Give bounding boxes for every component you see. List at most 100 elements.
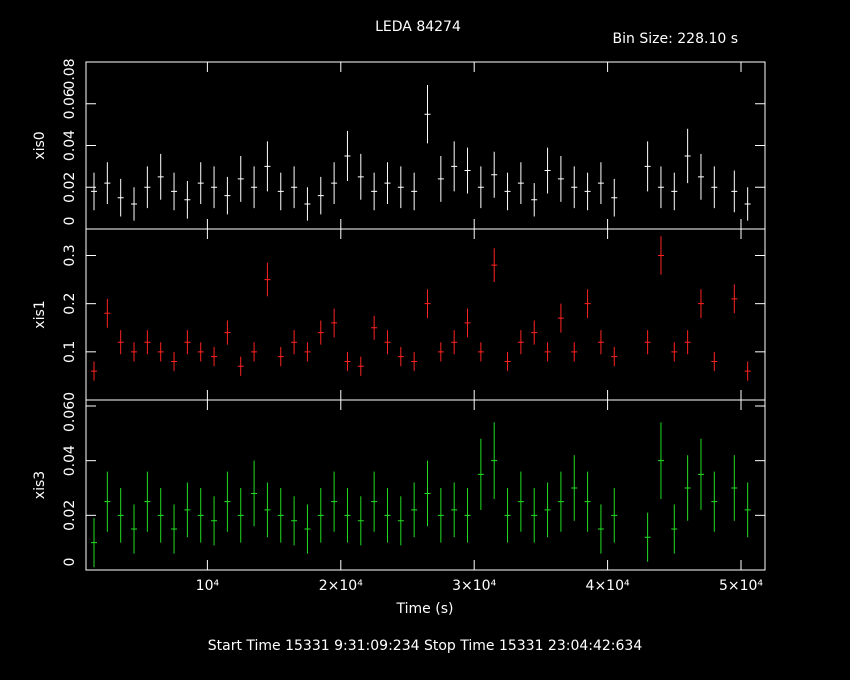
error-bar xyxy=(277,347,284,367)
error-bar xyxy=(491,151,498,198)
error-bar xyxy=(224,320,231,345)
error-bar xyxy=(157,488,164,543)
error-bar xyxy=(584,471,591,532)
error-bar xyxy=(744,187,751,221)
error-bar xyxy=(731,170,738,213)
y-tick-label: 0.02 xyxy=(62,500,78,531)
error-bar xyxy=(397,347,404,367)
error-bar xyxy=(544,342,551,362)
error-bar xyxy=(211,166,218,209)
error-bar xyxy=(597,504,604,554)
x-tick-label: 5×10⁴ xyxy=(719,578,763,594)
x-tick-label: 4×10⁴ xyxy=(586,578,630,594)
y-tick-label: 0.08 xyxy=(62,58,78,89)
y-axis-label: xis3 xyxy=(32,471,48,499)
error-bar xyxy=(657,422,664,499)
error-bar xyxy=(697,153,704,200)
error-bar xyxy=(91,518,98,568)
error-bar xyxy=(424,460,431,527)
error-bar xyxy=(144,330,151,355)
error-bar xyxy=(437,155,444,202)
y-tick-label: 0.3 xyxy=(62,244,78,266)
error-bar xyxy=(357,153,364,200)
error-bar xyxy=(464,488,471,543)
error-bar xyxy=(697,289,704,319)
error-bar xyxy=(684,330,691,355)
error-bar xyxy=(224,471,231,532)
error-bar xyxy=(117,488,124,543)
error-bar xyxy=(571,455,578,521)
y-tick-label: 0.02 xyxy=(62,172,78,203)
y-tick-label: 0.04 xyxy=(62,130,78,161)
x-tick-label: 3×10⁴ xyxy=(452,578,496,594)
error-bar xyxy=(157,153,164,200)
error-bar xyxy=(597,330,604,355)
error-bar xyxy=(117,178,124,217)
error-bar xyxy=(344,488,351,543)
error-bar xyxy=(744,361,751,381)
error-bar xyxy=(104,471,111,532)
y-tick-label: 0 xyxy=(62,217,78,226)
error-bar xyxy=(464,147,471,194)
error-bar xyxy=(517,471,524,532)
time-range: Start Time 15331 9:31:09:234 Stop Time 1… xyxy=(208,638,643,654)
error-bar xyxy=(357,496,364,546)
error-bar xyxy=(571,342,578,362)
error-bar xyxy=(684,128,691,184)
error-bar xyxy=(644,512,651,562)
error-bar xyxy=(397,496,404,546)
error-bar xyxy=(331,162,338,204)
error-bar xyxy=(251,460,258,527)
error-bar xyxy=(491,248,498,282)
error-bar xyxy=(304,504,311,554)
error-bar xyxy=(317,176,324,215)
error-bar xyxy=(684,455,691,521)
error-bar xyxy=(557,155,564,202)
y-tick-label: 0.1 xyxy=(62,341,78,363)
error-bar xyxy=(611,347,618,367)
error-bar xyxy=(331,471,338,532)
error-bar xyxy=(544,482,551,538)
error-bar xyxy=(104,298,111,328)
error-bar xyxy=(504,172,511,211)
error-bar xyxy=(171,351,178,372)
error-bar xyxy=(131,504,138,554)
error-bar xyxy=(517,162,524,204)
error-bar xyxy=(317,320,324,345)
error-bar xyxy=(171,172,178,211)
y-tick-label: 0.06 xyxy=(62,88,78,119)
error-bar xyxy=(211,496,218,546)
error-bar xyxy=(91,172,98,211)
error-bar xyxy=(291,166,298,209)
error-bar xyxy=(584,172,591,211)
error-bar xyxy=(184,330,191,355)
error-bar xyxy=(184,482,191,538)
error-bar xyxy=(397,166,404,209)
error-bar xyxy=(671,172,678,211)
error-bar xyxy=(131,187,138,221)
error-bar xyxy=(317,488,324,543)
error-bar xyxy=(411,351,418,372)
error-bar xyxy=(384,488,391,543)
y-tick-label: 0 xyxy=(62,558,78,567)
error-bar xyxy=(411,482,418,538)
error-bar xyxy=(277,172,284,211)
error-bar xyxy=(304,187,311,221)
error-bar xyxy=(251,166,258,209)
error-bar xyxy=(557,303,564,333)
error-bar xyxy=(91,361,98,381)
error-bar xyxy=(411,172,418,211)
error-bar xyxy=(304,342,311,362)
error-bar xyxy=(557,471,564,532)
error-bar xyxy=(184,180,191,219)
error-bar xyxy=(197,488,204,543)
error-bar xyxy=(371,315,378,340)
x-tick-label: 2×10⁴ xyxy=(319,578,363,594)
error-bar xyxy=(504,351,511,372)
error-bar xyxy=(744,482,751,538)
error-bar xyxy=(251,342,258,362)
error-bar xyxy=(171,504,178,554)
error-bar xyxy=(117,330,124,355)
error-bar xyxy=(711,166,718,209)
error-bar xyxy=(264,482,271,538)
